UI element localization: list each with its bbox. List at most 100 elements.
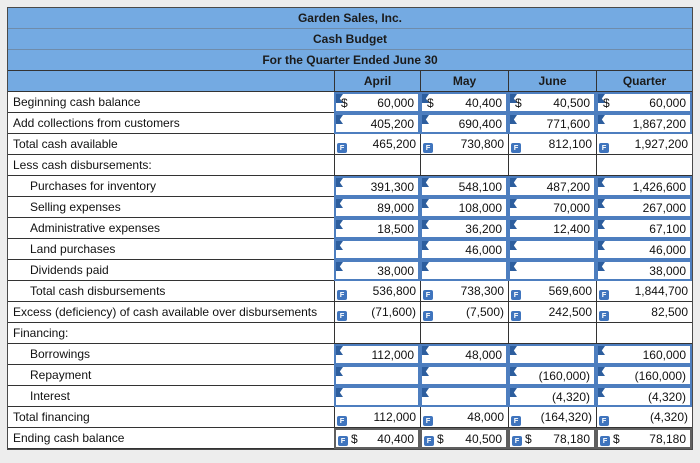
- answer-flag-icon: [336, 178, 343, 187]
- answer-flag-icon: [336, 199, 343, 208]
- answer-input-cell[interactable]: 48,000: [420, 344, 508, 365]
- answer-input-cell[interactable]: 46,000: [596, 239, 692, 260]
- answer-input-cell[interactable]: 487,200: [508, 176, 596, 197]
- empty-cell: [334, 155, 420, 176]
- dollar-sign: $: [515, 95, 522, 110]
- answer-input-cell[interactable]: 67,100: [596, 218, 692, 239]
- dollar-sign: $: [613, 431, 620, 446]
- table-row: Administrative expenses 18,500 36,200 12,40…: [8, 218, 692, 239]
- formula-icon[interactable]: F: [511, 416, 521, 426]
- formula-icon[interactable]: F: [511, 311, 521, 321]
- row-label: Total cash disbursements: [8, 281, 334, 302]
- row-label: Borrowings: [8, 344, 334, 365]
- row-label: Land purchases: [8, 239, 334, 260]
- row-label: Financing:: [8, 323, 334, 344]
- formula-cell: F 1,927,200: [596, 134, 692, 155]
- cell-value: 1,844,700: [634, 284, 688, 298]
- answer-input-cell[interactable]: 391,300: [334, 176, 420, 197]
- formula-icon[interactable]: F: [423, 311, 433, 321]
- formula-icon[interactable]: F: [337, 416, 347, 426]
- formula-icon[interactable]: F: [423, 290, 433, 300]
- row-label: Beginning cash balance: [8, 92, 334, 113]
- column-header-row: April May June Quarter: [8, 71, 692, 92]
- cell-value: 112,000: [373, 410, 417, 424]
- answer-input-cell[interactable]: 771,600: [508, 113, 596, 134]
- row-label: Repayment: [8, 365, 334, 386]
- column-header-may: May: [420, 71, 508, 92]
- formula-icon[interactable]: F: [424, 436, 434, 446]
- formula-icon[interactable]: F: [599, 143, 609, 153]
- formula-icon[interactable]: F: [337, 290, 347, 300]
- formula-icon[interactable]: F: [599, 290, 609, 300]
- empty-cell: [334, 323, 420, 344]
- answer-input-cell[interactable]: $60,000: [334, 92, 420, 113]
- answer-input-cell[interactable]: (4,320): [596, 386, 692, 407]
- answer-input-cell[interactable]: $40,400: [420, 92, 508, 113]
- answer-input-cell[interactable]: 690,400: [420, 113, 508, 134]
- answer-flag-icon: [598, 262, 605, 271]
- formula-cell: F 1,844,700: [596, 281, 692, 302]
- answer-input-cell[interactable]: 38,000: [596, 260, 692, 281]
- answer-input-cell[interactable]: 12,400: [508, 218, 596, 239]
- cell-value: 160,000: [642, 347, 686, 362]
- cell-value: 242,500: [548, 305, 592, 319]
- formula-icon[interactable]: F: [337, 311, 347, 321]
- cash-budget-worksheet: Garden Sales, Inc. Cash Budget For the Q…: [7, 7, 693, 450]
- answer-input-cell[interactable]: 46,000: [420, 239, 508, 260]
- formula-icon[interactable]: F: [511, 143, 521, 153]
- answer-input-cell[interactable]: (160,000): [508, 365, 596, 386]
- answer-input-cell[interactable]: $40,500: [508, 92, 596, 113]
- column-header-june: June: [508, 71, 596, 92]
- formula-icon[interactable]: F: [512, 436, 522, 446]
- formula-icon[interactable]: F: [600, 436, 610, 446]
- formula-cell: F $40,500: [420, 428, 508, 449]
- answer-input-cell[interactable]: 267,000: [596, 197, 692, 218]
- answer-input-cell[interactable]: (160,000): [596, 365, 692, 386]
- answer-input-cell[interactable]: (4,320): [508, 386, 596, 407]
- answer-flag-icon: [510, 262, 517, 271]
- answer-input-cell[interactable]: 1,867,200: [596, 113, 692, 134]
- answer-input-cell[interactable]: [334, 239, 420, 260]
- answer-input-cell[interactable]: 112,000: [334, 344, 420, 365]
- answer-input-cell[interactable]: 108,000: [420, 197, 508, 218]
- formula-icon[interactable]: F: [599, 311, 609, 321]
- dollar-sign: $: [427, 95, 434, 110]
- answer-flag-icon: [510, 388, 517, 397]
- formula-icon[interactable]: F: [423, 143, 433, 153]
- formula-icon[interactable]: F: [337, 143, 347, 153]
- cell-value: 38,000: [377, 263, 414, 278]
- table-row: Total cash available F 465,200 F 730,800 F 812…: [8, 134, 692, 155]
- answer-input-cell[interactable]: 38,000: [334, 260, 420, 281]
- answer-input-cell[interactable]: [420, 365, 508, 386]
- answer-flag-icon: [422, 220, 429, 229]
- answer-input-cell[interactable]: 36,200: [420, 218, 508, 239]
- formula-icon[interactable]: F: [338, 436, 348, 446]
- answer-input-cell[interactable]: 405,200: [334, 113, 420, 134]
- answer-input-cell[interactable]: [508, 260, 596, 281]
- cell-value: 487,200: [546, 179, 590, 194]
- answer-flag-icon: [510, 367, 517, 376]
- formula-icon[interactable]: F: [423, 416, 433, 426]
- answer-input-cell[interactable]: [334, 386, 420, 407]
- answer-input-cell[interactable]: 548,100: [420, 176, 508, 197]
- answer-input-cell[interactable]: [334, 365, 420, 386]
- cell-value: 108,000: [458, 200, 502, 215]
- answer-input-cell[interactable]: 1,426,600: [596, 176, 692, 197]
- answer-input-cell[interactable]: [420, 386, 508, 407]
- formula-icon[interactable]: F: [599, 416, 609, 426]
- cell-value: 38,000: [649, 263, 686, 278]
- formula-cell: F $40,400: [334, 428, 420, 449]
- answer-input-cell[interactable]: $60,000: [596, 92, 692, 113]
- answer-flag-icon: [598, 241, 605, 250]
- answer-input-cell[interactable]: [508, 239, 596, 260]
- answer-input-cell[interactable]: 18,500: [334, 218, 420, 239]
- answer-input-cell[interactable]: 160,000: [596, 344, 692, 365]
- answer-flag-icon: [422, 94, 429, 103]
- cell-value: (160,000): [634, 368, 686, 383]
- answer-input-cell[interactable]: [508, 344, 596, 365]
- formula-icon[interactable]: F: [511, 290, 521, 300]
- answer-input-cell[interactable]: [420, 260, 508, 281]
- row-label: Less cash disbursements:: [8, 155, 334, 176]
- answer-input-cell[interactable]: 89,000: [334, 197, 420, 218]
- answer-input-cell[interactable]: 70,000: [508, 197, 596, 218]
